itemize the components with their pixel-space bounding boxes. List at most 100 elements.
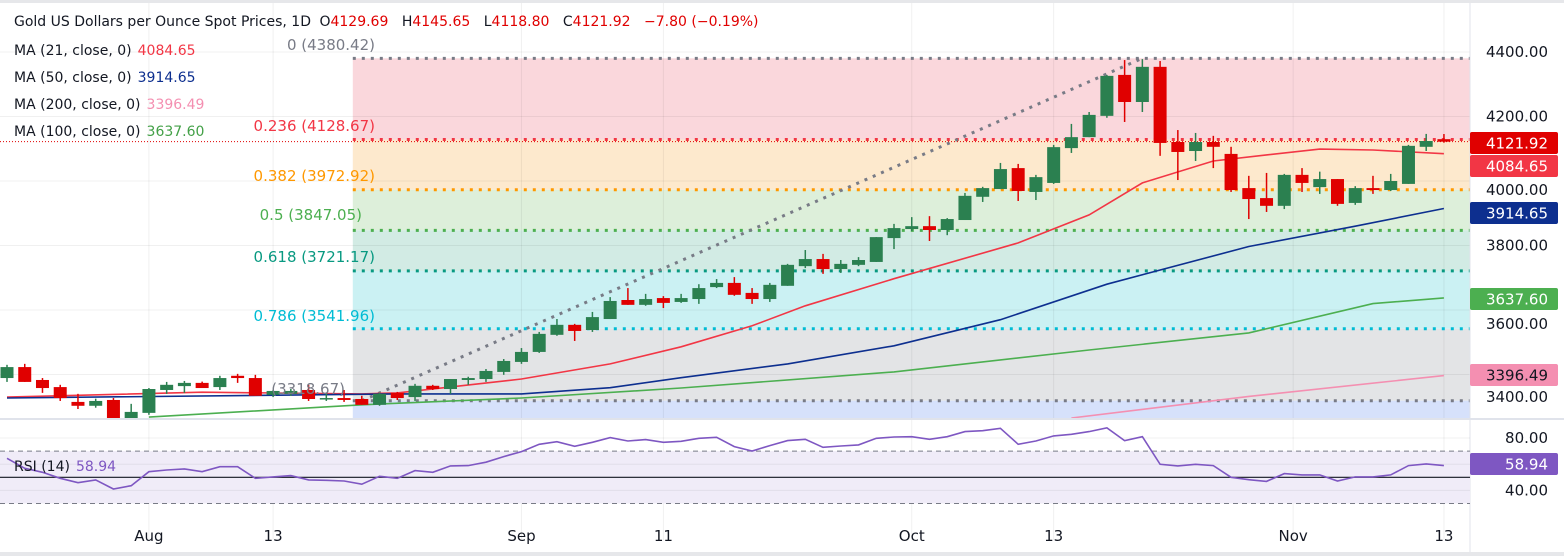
- candle-body: [798, 259, 812, 267]
- legend-rsi[interactable]: RSI (14) 58.94: [14, 459, 116, 475]
- ma-line-ma50: [6, 207, 1445, 399]
- chart-header: Gold US Dollars per Ounce Spot Prices, 1…: [14, 14, 768, 30]
- legend-ma100[interactable]: MA (100, close, 0) 3637.60: [14, 124, 204, 140]
- candle-body: [35, 379, 49, 389]
- candle-body: [497, 360, 511, 372]
- candle-body: [1100, 75, 1114, 116]
- candle: [195, 381, 209, 389]
- candle-body: [834, 263, 848, 270]
- candle-body: [337, 398, 351, 400]
- candle: [1189, 132, 1203, 162]
- candle: [71, 393, 85, 410]
- candle-body: [621, 300, 635, 305]
- candle: [639, 293, 653, 306]
- candle-body: [1029, 177, 1043, 192]
- candle-body: [1082, 114, 1096, 138]
- ma-line-ma100: [148, 297, 1444, 418]
- candle: [1348, 186, 1362, 205]
- candle: [852, 257, 866, 267]
- fib-label-1: (3318.67): [271, 380, 345, 398]
- rsi-label: RSI (14): [14, 459, 70, 475]
- candle: [1260, 172, 1274, 212]
- candle: [390, 391, 404, 400]
- price-axis-label: 4000.00: [1486, 181, 1548, 199]
- legend-ma200[interactable]: MA (200, close, 0) 3396.49: [14, 97, 204, 113]
- rsi-line: [6, 427, 1444, 490]
- candle-body: [852, 260, 866, 265]
- candle-body: [426, 385, 440, 390]
- candle: [958, 192, 972, 221]
- candle: [550, 319, 564, 336]
- candle: [284, 389, 298, 396]
- ma-line-ma200: [1071, 374, 1444, 418]
- candle-body: [1277, 174, 1291, 206]
- candle: [248, 374, 262, 396]
- candle: [1064, 123, 1078, 153]
- date-label: Nov: [1279, 527, 1308, 545]
- candle: [905, 217, 919, 231]
- fib-band-0.618: [352, 270, 1470, 329]
- candle: [319, 392, 333, 401]
- candle: [834, 260, 848, 273]
- ma50-value: 3914.65: [137, 70, 196, 86]
- bottom-border: [0, 552, 1564, 556]
- candle: [798, 250, 812, 269]
- candle-body: [71, 401, 85, 406]
- candle: [1331, 179, 1344, 206]
- candle-body: [231, 375, 245, 379]
- candle-body: [373, 393, 387, 405]
- last-price-badge-bg: [1470, 132, 1558, 154]
- date-label: 13: [1434, 527, 1453, 545]
- legend-ma50[interactable]: MA (50, close, 0) 3914.65: [14, 70, 196, 86]
- candle-body: [887, 228, 901, 239]
- candle-body: [674, 298, 688, 302]
- fib-label-0.786: 0.786 (3541.96): [254, 307, 375, 325]
- candle: [710, 279, 724, 289]
- ma100-badge-bg: [1470, 288, 1558, 310]
- rsi-axis-label: 40.00: [1505, 481, 1548, 499]
- candle: [1224, 146, 1238, 192]
- candle-body: [160, 384, 174, 390]
- candle-body: [106, 399, 120, 418]
- ma21-value: 4084.65: [137, 43, 196, 59]
- last-price-badge: 4121.92: [1486, 135, 1548, 153]
- ma100-badge: 3637.60: [1486, 291, 1548, 309]
- candle: [514, 348, 528, 364]
- candle: [266, 389, 280, 398]
- candle: [444, 379, 457, 394]
- candle: [213, 375, 227, 390]
- candle-body: [550, 324, 564, 335]
- fib-label-0.382: 0.382 (3972.92): [254, 167, 375, 185]
- candle: [1437, 134, 1451, 143]
- candle: [1242, 175, 1256, 220]
- candle: [1277, 173, 1291, 210]
- candle-body: [958, 195, 972, 221]
- legend-ma21[interactable]: MA (21, close, 0) 4084.65: [14, 43, 196, 59]
- candle: [53, 384, 67, 401]
- symbol-title: Gold US Dollars per Ounce Spot Prices, 1…: [14, 14, 311, 30]
- candle-body: [89, 400, 103, 406]
- candle-body: [1366, 188, 1380, 191]
- candle-body: [1313, 179, 1327, 188]
- rsi-axis-label: 80.00: [1505, 429, 1548, 447]
- candle-body: [248, 378, 262, 396]
- fib-band-1: [352, 400, 1470, 418]
- candle: [763, 282, 777, 302]
- date-label: 11: [654, 527, 673, 545]
- candle-body: [1331, 179, 1344, 204]
- candle-body: [1419, 141, 1433, 147]
- candle: [124, 403, 138, 418]
- candle: [1206, 135, 1220, 169]
- candle-body: [1348, 188, 1362, 203]
- candle-body: [1064, 137, 1078, 149]
- candle-body: [390, 392, 404, 399]
- date-label: Sep: [507, 527, 535, 545]
- ma100-label: MA (100, close, 0): [14, 124, 141, 140]
- candle-body: [302, 389, 316, 400]
- price-axis-label: 4400.00: [1486, 43, 1548, 61]
- candle-body: [1295, 174, 1309, 183]
- candle-body: [479, 370, 493, 380]
- candle-body: [213, 378, 227, 388]
- candle-body: [656, 298, 670, 303]
